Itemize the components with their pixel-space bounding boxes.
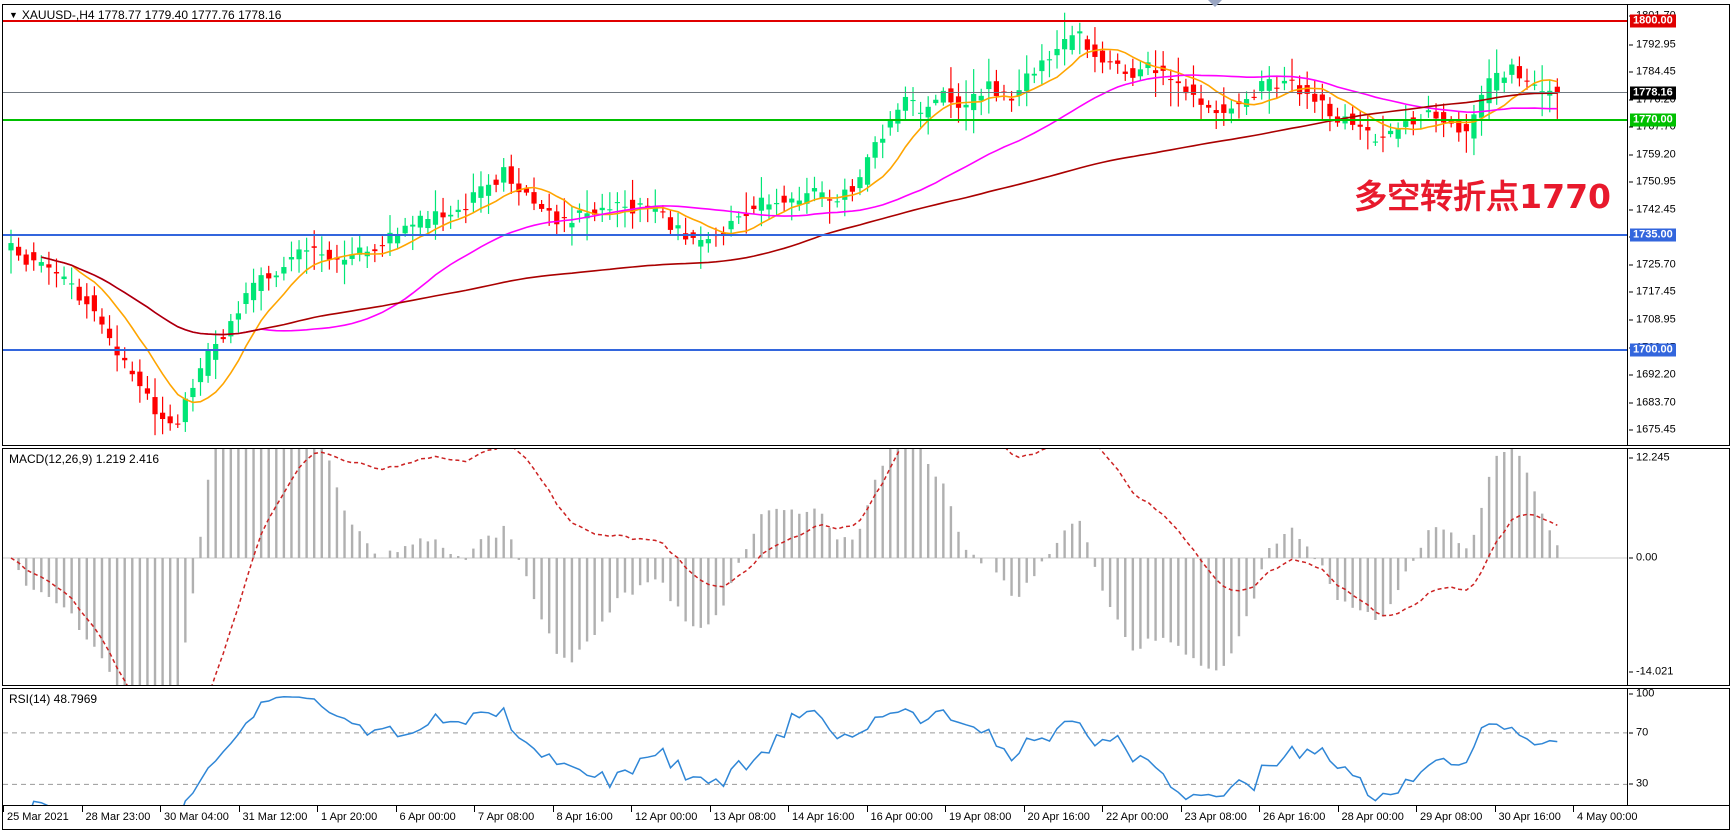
time-axis[interactable]: 25 Mar 2021 28 Mar 23:00 30 Mar 04:00 31 Ma… [2, 806, 1730, 830]
price-y-tick: 1742.45 [1629, 203, 1676, 216]
caret-down-icon[interactable]: ▼ [9, 10, 18, 20]
price-y-tick: 1708.95 [1629, 313, 1676, 326]
time-axis-separator [709, 806, 711, 812]
rsi-y-tick: 70 [1628, 726, 1649, 739]
time-axis-label: 12 Apr 00:00 [635, 811, 698, 823]
time-axis-label: 4 May 00:00 [1577, 811, 1638, 823]
time-axis-separator [631, 806, 632, 812]
price-y-tick: 1792.95 [1629, 38, 1676, 51]
time-axis-label: 14 Apr 16:00 [792, 811, 855, 823]
time-axis-label: 30 Apr 16:00 [1498, 811, 1561, 823]
time-axis-separator [1259, 806, 1260, 812]
rsi-label: RSI(14) 48.7969 [9, 692, 98, 706]
time-axis-label: 26 Apr 16:00 [1263, 811, 1326, 823]
time-axis-label: 22 Apr 00:00 [1106, 811, 1169, 823]
time-axis-separator [1180, 806, 1182, 812]
time-axis-separator [552, 806, 554, 812]
macd-label: MACD(12,26,9) 1.219 2.416 [9, 452, 160, 466]
macd-y-tick: -14.021 [1628, 665, 1674, 678]
price-tag-support[interactable]: 1700.00 [1630, 343, 1676, 357]
time-axis-separator [788, 806, 789, 812]
rsi-plot-area[interactable] [3, 689, 1627, 805]
price-tag-support[interactable]: 1735.00 [1630, 228, 1676, 242]
time-axis-label: 20 Apr 16:00 [1027, 811, 1090, 823]
rsi-series-svg [3, 695, 1627, 805]
price-y-tick: 1692.20 [1629, 368, 1676, 381]
price-y-tick: 1683.70 [1629, 396, 1676, 409]
price-y-tick: 1750.95 [1629, 175, 1676, 188]
time-axis-separator [160, 806, 161, 812]
price-y-axis[interactable]: 1801.701792.951784.451776.201767.701759.… [1627, 5, 1729, 445]
price-plot-area[interactable] [3, 5, 1627, 445]
time-axis-separator [1337, 806, 1339, 812]
price-y-tick: 1725.70 [1629, 258, 1676, 271]
time-axis-label: 29 Apr 08:00 [1420, 811, 1483, 823]
macd-y-tick: 12.245 [1629, 451, 1670, 464]
time-axis-separator [1023, 806, 1025, 812]
ma-fast [41, 48, 1558, 404]
time-axis-separator [1102, 806, 1103, 812]
price-tag-resistance[interactable]: 1800.00 [1630, 14, 1676, 28]
rsi-line [31, 695, 1558, 805]
rsi-y-axis: 100 70 30 [1627, 687, 1729, 805]
price-y-tick: 1717.45 [1629, 285, 1676, 298]
level-line-pivot-1770[interactable] [3, 118, 1627, 121]
time-axis-label: 28 Mar 23:00 [85, 811, 151, 823]
time-axis-label: 28 Apr 00:00 [1341, 811, 1404, 823]
price-y-tick: 1759.20 [1629, 148, 1676, 161]
price-annotation: 多空转折点1770 [1354, 177, 1611, 216]
time-axis-label: 25 Mar 2021 [7, 811, 69, 823]
time-axis-separator [1573, 806, 1574, 812]
price-tag-pivot[interactable]: 1770.00 [1630, 113, 1676, 127]
macd-panel[interactable]: 12.245 0.00 -14.021 MACD(12,26,9) 1.219 2.… [2, 448, 1730, 686]
price-series-svg [8, 12, 1560, 436]
time-axis-label: 31 Mar 12:00 [242, 811, 308, 823]
time-axis-separator [1416, 806, 1417, 812]
time-axis-separator [238, 806, 240, 812]
level-line-support-1700[interactable] [3, 348, 1627, 351]
time-axis-label: 16 Apr 00:00 [870, 811, 933, 823]
price-chart-panel[interactable]: 1801.701792.951784.451776.201767.701759.… [2, 4, 1730, 446]
time-axis-label: 30 Mar 04:00 [164, 811, 229, 823]
time-axis-label: 19 Apr 08:00 [949, 811, 1012, 823]
time-axis-separator [866, 806, 868, 812]
symbol-header-text: XAUUSD-,H4 1778.77 1779.40 1777.76 1778.… [21, 8, 282, 22]
macd-series-svg [3, 449, 1627, 685]
time-axis-label: 7 Apr 08:00 [478, 811, 535, 823]
rsi-panel[interactable]: 100 70 30 RSI(14) 48.7969 [2, 688, 1730, 806]
level-line-support-1735[interactable] [3, 233, 1627, 236]
time-axis-separator [317, 806, 318, 812]
time-axis-separator [395, 806, 397, 812]
time-axis-separator [945, 806, 946, 812]
rsi-y-tick: 30 [1628, 777, 1649, 790]
price-tag-last-price[interactable]: 1778.16 [1630, 86, 1676, 100]
level-line-resistance-1800[interactable] [3, 20, 1627, 23]
ma-mid [41, 74, 1558, 336]
time-axis-separator [81, 806, 83, 812]
time-axis-separator [3, 806, 4, 812]
macd-y-axis: 12.245 0.00 -14.021 [1627, 449, 1729, 685]
time-axis-label: 1 Apr 20:00 [321, 811, 378, 823]
symbol-header: ▼ XAUUSD-,H4 1778.77 1779.40 1777.76 1778… [9, 8, 281, 22]
rsi-y-tick: 100 [1628, 687, 1655, 700]
chart-top-marker-icon [1208, 0, 1222, 7]
time-axis-separator [1494, 806, 1496, 812]
price-y-tick: 1784.45 [1629, 65, 1676, 78]
macd-y-tick: 0.00 [1628, 551, 1658, 564]
macd-signal-line [10, 449, 1558, 685]
level-line-last-price-1778[interactable] [3, 92, 1627, 94]
time-axis-label: 8 Apr 16:00 [556, 811, 613, 823]
time-axis-separator [474, 806, 475, 812]
time-axis-label: 13 Apr 08:00 [713, 811, 776, 823]
time-axis-label: 23 Apr 08:00 [1184, 811, 1247, 823]
macd-plot-area[interactable] [3, 449, 1627, 685]
price-y-tick: 1767.70 [1629, 120, 1676, 133]
ma-slow [41, 92, 1558, 336]
time-axis-label: 6 Apr 00:00 [399, 811, 456, 823]
price-y-tick: 1675.45 [1629, 423, 1676, 436]
